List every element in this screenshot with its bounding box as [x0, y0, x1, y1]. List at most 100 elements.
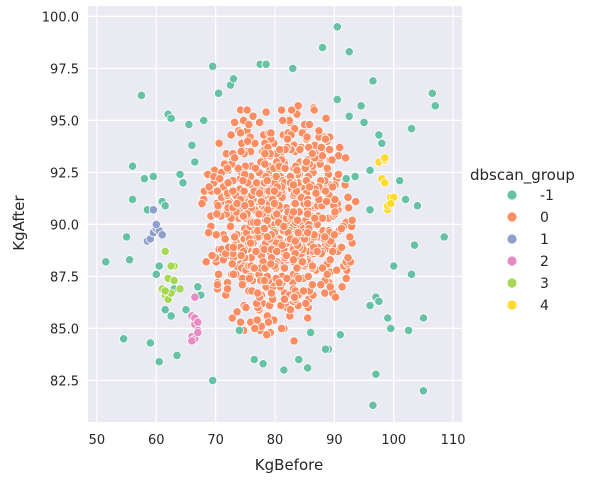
data-point	[242, 105, 252, 115]
data-points	[101, 22, 449, 410]
data-point	[236, 251, 246, 261]
data-point	[124, 255, 135, 265]
data-point	[439, 232, 449, 242]
data-point	[193, 317, 203, 327]
legend-marker	[506, 255, 518, 267]
data-point	[406, 269, 417, 279]
data-point	[281, 251, 291, 261]
data-point	[325, 144, 335, 155]
data-point	[380, 178, 390, 188]
data-point	[274, 278, 284, 288]
data-point	[292, 263, 302, 273]
data-point	[148, 171, 158, 182]
data-point	[234, 325, 244, 336]
data-point	[365, 300, 375, 311]
data-point	[332, 22, 342, 32]
data-point	[325, 282, 335, 292]
data-point	[136, 90, 147, 101]
data-point	[329, 230, 339, 240]
data-point	[262, 176, 272, 186]
data-point	[409, 240, 420, 250]
data-point	[160, 246, 170, 257]
data-point	[337, 282, 347, 292]
data-point	[212, 280, 223, 290]
data-point	[303, 313, 313, 323]
data-point	[279, 365, 289, 375]
x-tick-label: 60	[148, 433, 165, 448]
data-point	[215, 174, 225, 184]
data-point	[427, 88, 437, 98]
data-point	[271, 171, 281, 182]
legend-label: 0	[540, 210, 549, 226]
data-point	[386, 323, 396, 333]
data-point	[311, 188, 321, 198]
data-point	[232, 307, 242, 317]
data-point	[212, 186, 223, 196]
legend-title: dbscan_group	[470, 166, 575, 185]
legend-label: -1	[540, 188, 554, 204]
legend-marker	[506, 189, 518, 201]
data-point	[310, 213, 320, 223]
data-point	[343, 253, 353, 263]
data-point	[233, 163, 243, 173]
data-point	[259, 223, 269, 234]
y-tick-label: 100.0	[42, 10, 79, 25]
data-point	[377, 138, 387, 148]
data-point	[288, 63, 298, 74]
data-point	[330, 194, 340, 205]
data-point	[307, 149, 317, 159]
data-point	[294, 273, 304, 284]
data-point	[243, 136, 253, 146]
data-point	[238, 211, 249, 221]
data-point	[227, 259, 237, 269]
data-point	[333, 169, 344, 180]
data-point	[374, 296, 384, 306]
data-point	[187, 336, 197, 346]
data-point	[282, 273, 292, 284]
data-point	[230, 232, 240, 242]
data-point	[204, 182, 214, 192]
data-point	[127, 161, 138, 171]
data-point	[287, 105, 297, 115]
data-point	[228, 186, 238, 196]
data-point	[201, 257, 211, 267]
data-point	[259, 275, 269, 286]
data-point	[249, 263, 259, 273]
data-point	[277, 240, 287, 250]
data-point	[212, 209, 222, 219]
data-point	[252, 315, 262, 325]
data-point	[289, 292, 300, 302]
data-point	[418, 386, 429, 396]
data-point	[320, 186, 331, 196]
data-point	[272, 209, 282, 219]
data-point	[262, 330, 272, 340]
data-point	[312, 246, 322, 257]
data-point	[254, 209, 264, 219]
data-point	[298, 286, 309, 296]
data-point	[389, 261, 399, 271]
data-point	[261, 59, 271, 69]
data-point	[303, 209, 313, 219]
data-point	[285, 305, 296, 315]
data-point	[303, 271, 313, 281]
data-point	[317, 213, 328, 223]
data-point	[208, 61, 218, 71]
data-point	[262, 232, 272, 242]
data-point	[322, 196, 332, 207]
data-point	[203, 228, 214, 238]
data-point	[228, 242, 239, 252]
data-point	[386, 199, 396, 209]
data-point	[288, 180, 299, 190]
data-point	[279, 221, 289, 232]
data-point	[290, 199, 300, 209]
data-point	[317, 151, 328, 161]
legend-items: -1 0 1 2 3 4	[506, 188, 554, 314]
data-point	[295, 144, 305, 155]
data-point	[327, 182, 338, 192]
data-point	[322, 269, 332, 279]
legend-marker	[506, 211, 518, 223]
data-point	[208, 375, 218, 385]
data-point	[395, 176, 405, 186]
data-point	[293, 228, 303, 238]
